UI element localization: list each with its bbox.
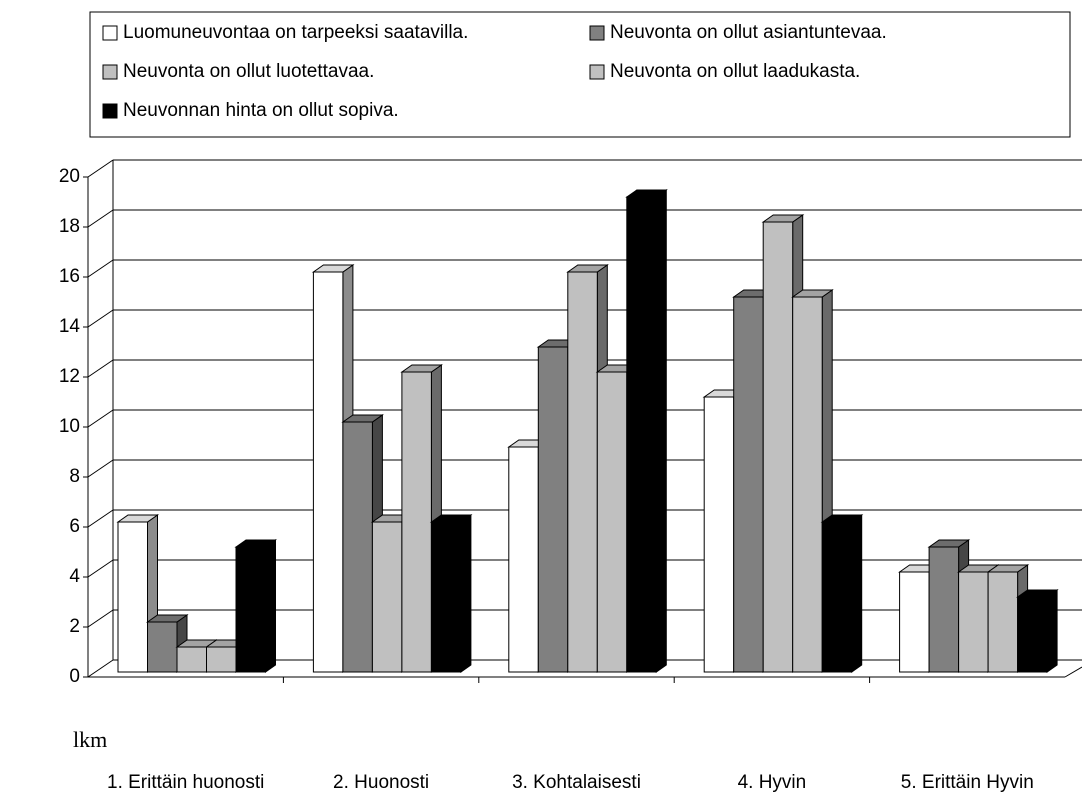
bar (537, 346, 569, 673)
y-tick-label: 10 (59, 416, 80, 437)
y-tick-label: 8 (69, 466, 80, 487)
y-tick-label: 2 (69, 616, 80, 637)
bar (235, 546, 266, 673)
x-tick-label: 1. Erittäin huonosti (107, 772, 264, 793)
grid-line (87, 459, 114, 478)
grid-line (87, 509, 114, 528)
bar (117, 521, 148, 673)
bar-side (851, 514, 863, 673)
legend-label: Neuvonta on ollut asiantuntevaa. (610, 22, 887, 43)
grid-line (87, 359, 114, 378)
y-tick-label: 14 (59, 316, 81, 337)
bar (342, 421, 373, 673)
bar-side (655, 189, 667, 673)
bar (147, 621, 178, 673)
bar (1017, 596, 1048, 673)
bar (987, 571, 1019, 673)
grid-line (87, 259, 114, 278)
bar (928, 546, 960, 673)
bar-side (460, 514, 472, 673)
legend-swatch (102, 64, 118, 80)
bar (371, 521, 403, 673)
grid-line (87, 159, 114, 178)
bar (958, 571, 989, 673)
grid-line (87, 659, 114, 678)
y-tick-label: 18 (59, 216, 80, 237)
bar (703, 396, 735, 673)
bar (430, 521, 462, 673)
y-tick-label: 0 (69, 666, 80, 687)
x-tick-label: 2. Huonosti (333, 772, 429, 793)
legend-swatch (102, 25, 118, 41)
bar (762, 221, 794, 673)
x-tick-label: 4. Hyvin (738, 772, 807, 793)
bar (792, 296, 823, 673)
grid-line (87, 209, 114, 228)
bar-side (1046, 589, 1058, 673)
bar (401, 371, 432, 673)
y-tick-label: 20 (59, 166, 80, 187)
legend-label: Luomuneuvontaa on tarpeeksi saatavilla. (123, 22, 468, 43)
bar (821, 521, 853, 673)
bar (733, 296, 764, 673)
legend-label: Neuvonta on ollut laadukasta. (610, 61, 860, 82)
legend-box (89, 11, 1071, 138)
y-tick-label: 6 (69, 516, 80, 537)
bar (206, 646, 237, 673)
bar (626, 196, 657, 673)
legend-label: Neuvonta on ollut luotettavaa. (123, 61, 374, 82)
y-tick-label: 12 (59, 366, 80, 387)
bar (899, 571, 930, 673)
legend-swatch (589, 25, 605, 41)
bar (508, 446, 539, 673)
legend-label: Neuvonnan hinta on ollut sopiva. (123, 100, 399, 121)
bar (596, 371, 628, 673)
y-tick-label: 16 (59, 266, 80, 287)
grid-line (87, 609, 114, 628)
x-tick-label: 3. Kohtalaisesti (512, 772, 641, 793)
grid-line (87, 409, 114, 428)
legend-swatch (102, 103, 118, 119)
bar (567, 271, 598, 673)
grid-line (87, 559, 114, 578)
y-axis-label: lkm (73, 727, 107, 752)
floor-right (1064, 666, 1082, 678)
x-tick-label: 5. Erittäin Hyvin (901, 772, 1034, 793)
bar (312, 271, 344, 673)
y-tick-label: 4 (69, 566, 80, 587)
legend-swatch (589, 64, 605, 80)
grid-line (87, 309, 114, 328)
bar-side (265, 539, 276, 673)
bar (176, 646, 207, 673)
